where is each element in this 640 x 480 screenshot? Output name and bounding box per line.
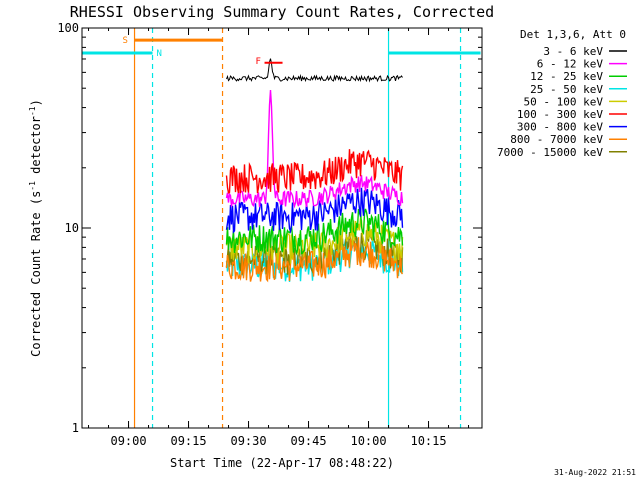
- legend-label-2: 12 - 25 keV: [530, 70, 603, 83]
- series-line-6: [225, 187, 404, 234]
- y-tick-label: 100: [57, 21, 79, 35]
- x-tick-label: 09:30: [230, 434, 266, 448]
- series-line-0: [226, 58, 403, 83]
- series-line-1: [225, 90, 404, 209]
- y-tick-label: 10: [65, 221, 79, 235]
- y-axis-label-end: ): [29, 99, 43, 106]
- y-tick-label: 1: [72, 421, 79, 435]
- legend-label-1: 6 - 12 keV: [537, 58, 604, 71]
- legend-header: Det 1,3,6, Att 0: [520, 28, 626, 41]
- x-tick-label: 09:00: [110, 434, 146, 448]
- y-axis-label-sup2: -1: [28, 106, 37, 116]
- legend-label-0: 3 - 6 keV: [543, 45, 603, 58]
- legend-label-5: 100 - 300 keV: [517, 108, 603, 121]
- night-interval-label: N: [157, 49, 162, 59]
- y-axis-label: Corrected Count Rate (s-1 detector-1): [28, 99, 43, 357]
- timestamp: 31-Aug-2022 21:51: [554, 468, 636, 477]
- x-tick-label: 10:15: [410, 434, 446, 448]
- legend-label-3: 25 - 50 keV: [530, 83, 603, 96]
- x-axis-label: Start Time (22-Apr-17 08:48:22): [170, 456, 394, 470]
- x-tick-label: 09:45: [290, 434, 326, 448]
- x-tick-label: 09:15: [170, 434, 206, 448]
- legend-label-7: 800 - 7000 keV: [510, 133, 603, 146]
- flare-marker-label: F: [256, 57, 261, 67]
- data-layer: N S F: [82, 28, 481, 428]
- y-axis-label-main: Corrected Count Rate (s: [29, 191, 43, 357]
- chart-title: RHESSI Observing Summary Count Rates, Co…: [70, 3, 494, 21]
- y-axis-label-sup1: -1: [28, 181, 37, 191]
- legend-label-4: 50 - 100 keV: [524, 95, 604, 108]
- legend-label-8: 7000 - 15000 keV: [497, 146, 603, 159]
- axis-layer: 09:00 09:15 09:30 09:45 10:00 10:15 1 10 100: [57, 21, 483, 448]
- series-line-2: [225, 208, 404, 256]
- x-tick-label: 10:00: [350, 434, 386, 448]
- series-line-5: [225, 149, 404, 194]
- saa-interval-label: S: [123, 36, 128, 46]
- y-axis-label-mid: detector: [29, 116, 43, 181]
- series-line-7: [225, 237, 404, 283]
- legend-label-6: 300 - 800 keV: [517, 121, 603, 134]
